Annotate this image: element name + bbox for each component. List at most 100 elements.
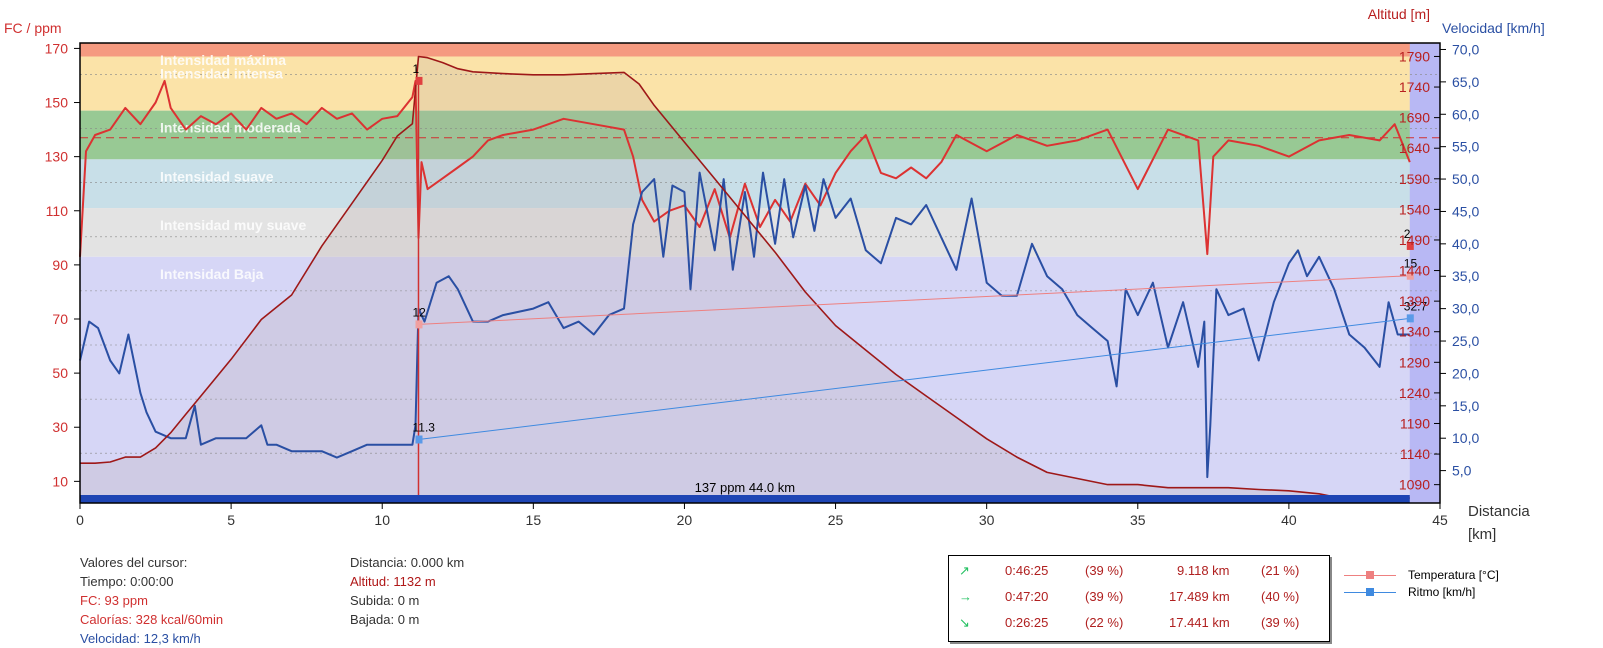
marker-square-icon (415, 435, 423, 444)
bottom-bar-label: 137 ppm 44.0 km (695, 480, 795, 495)
zone-label: Intensidad suave (160, 168, 274, 184)
speed-tick-label: 10,0 (1452, 430, 1479, 446)
alt-tick-label: 1490 (1399, 232, 1430, 248)
series-line-ritmo (418, 317, 1410, 440)
summary-distance: 9.118 km (1177, 563, 1230, 578)
summary-time-pct: (22 %) (1085, 615, 1124, 630)
zone-label: Intensidad intensa (160, 66, 283, 82)
x-tick-label: 15 (526, 512, 542, 528)
alt-tick-label: 1540 (1399, 201, 1430, 217)
legend-square-icon (1366, 588, 1374, 596)
speed-tick-label: 70,0 (1452, 41, 1479, 57)
right-band (1409, 43, 1440, 503)
zone-band (80, 43, 1440, 57)
x-tick-label: 0 (76, 512, 84, 528)
axes: 0 5 10 15 20 25 30 35 40 45 Distancia [km] 10 30 50 70 9… (4, 6, 1545, 543)
zone-band (80, 56, 1440, 111)
cursor-altitude: Altitud: 1132 m (350, 574, 436, 589)
grid (80, 74, 1440, 454)
summary-box: ↗ 0:46:25 (39 %) 9.118 km (21 %) → 0:47:… (948, 555, 1330, 642)
speed-tick-label: 40,0 (1452, 236, 1479, 252)
alt-tick-label: 1190 (1400, 415, 1430, 431)
cursor-ascent: Subida: 0 m (350, 593, 420, 608)
hr-axis-title: FC / ppm (4, 20, 62, 36)
hr-tick-label: 170 (45, 40, 69, 56)
marker-square-icon (1406, 241, 1414, 250)
summary-distance: 17.441 km (1169, 615, 1230, 630)
alt-tick-label: 1640 (1399, 140, 1430, 156)
downhill-arrow-icon: ↘ (959, 615, 970, 630)
legend-label: Ritmo [km/h] (1408, 585, 1476, 599)
x-axis-unit: [km] (1468, 526, 1496, 543)
speed-tick-label: 45,0 (1452, 203, 1479, 219)
series-line-temperatura (418, 275, 1410, 325)
cursor-descent: Bajada: 0 m (350, 612, 420, 627)
legend-label: Temperatura [°C] (1408, 568, 1499, 582)
hr-tick-label: 30 (52, 419, 68, 435)
speed-axis-title: Velocidad [km/h] (1442, 20, 1545, 36)
summary-distance-pct: (39 %) (1261, 615, 1300, 630)
alt-tick-label: 1240 (1399, 385, 1430, 401)
x-axis-title: Distancia (1468, 503, 1530, 520)
speed-tick-label: 35,0 (1452, 268, 1479, 284)
altitude-area (80, 56, 1410, 503)
speed-tick-label: 15,0 (1452, 398, 1479, 414)
series-lines (79, 55, 1411, 501)
markers: 1 12 11.3 2 15 32.7 137 ppm 44.0 km (80, 62, 1427, 503)
cursor-values-left: Valores del cursor: Tiempo: 0:00:00 FC: … (80, 553, 223, 648)
speed-tick-label: 50,0 (1452, 171, 1479, 187)
summary-row-uphill: ↗ 0:46:25 (39 %) 9.118 km (21 %) (949, 560, 1329, 582)
cursor-values-right: Distancia: 0.000 km Altitud: 1132 m Subi… (350, 553, 464, 629)
marker-label: 1 (412, 62, 419, 76)
x-tick-label: 5 (227, 512, 235, 528)
cursor-hr: FC: 93 ppm (80, 593, 148, 608)
x-tick-label: 45 (1432, 512, 1448, 528)
marker-label: 12 (412, 305, 426, 319)
speed-tick-label: 5,0 (1452, 463, 1472, 479)
hr-tick-label: 50 (52, 365, 68, 381)
summary-distance-pct: (40 %) (1261, 589, 1300, 604)
hr-tick-label: 150 (45, 95, 69, 111)
speed-tick-label: 30,0 (1452, 301, 1479, 317)
marker-label: 11.3 (412, 421, 435, 435)
hr-zones (80, 43, 1440, 503)
alt-tick-label: 1090 (1399, 477, 1430, 493)
alt-tick-label: 1690 (1399, 110, 1430, 126)
alt-tick-label: 1440 (1399, 263, 1430, 279)
x-tick-label: 35 (1130, 512, 1146, 528)
marker-label: 15 (1404, 257, 1418, 271)
hr-tick-label: 110 (46, 203, 69, 219)
series-line-velocidad (79, 171, 1410, 479)
x-tick-label: 20 (677, 512, 693, 528)
x-tick-label: 40 (1281, 512, 1297, 528)
x-tick-label: 25 (828, 512, 844, 528)
series-line-fc (79, 79, 1411, 257)
zone-band (80, 208, 1440, 257)
cursor-calories: Calorías: 328 kcal/60min (80, 612, 224, 627)
alt-tick-label: 1790 (1399, 48, 1430, 64)
series-line-altitud (80, 55, 1410, 501)
summary-time-pct: (39 %) (1085, 563, 1124, 578)
summary-time: 0:26:25 (1005, 615, 1049, 630)
speed-tick-label: 60,0 (1452, 106, 1479, 122)
zone-band (80, 110, 1440, 160)
marker-label: 32.7 (1404, 299, 1428, 313)
marker-square-icon (1406, 271, 1414, 280)
bottom-bar (80, 495, 1410, 503)
summary-row-flat: → 0:47:20 (39 %) 17.489 km (40 %) (949, 586, 1329, 608)
summary-time: 0:46:25 (1005, 563, 1049, 578)
cursor-speed: Velocidad: 12,3 km/h (80, 631, 201, 646)
marker-square-icon (415, 76, 423, 85)
alt-axis-title: Altitud [m] (1368, 6, 1430, 22)
cursor-time: Tiempo: 0:00:00 (80, 574, 174, 589)
speed-tick-label: 65,0 (1452, 74, 1479, 90)
alt-tick-label: 1290 (1399, 354, 1430, 370)
flat-arrow-icon: → (959, 589, 972, 604)
legend-square-icon (1366, 571, 1374, 579)
alt-tick-label: 1340 (1399, 324, 1430, 340)
zone-label: Intensidad Baja (160, 266, 264, 282)
x-tick-label: 30 (979, 512, 995, 528)
speed-tick-label: 25,0 (1452, 333, 1479, 349)
speed-tick-label: 20,0 (1452, 365, 1479, 381)
